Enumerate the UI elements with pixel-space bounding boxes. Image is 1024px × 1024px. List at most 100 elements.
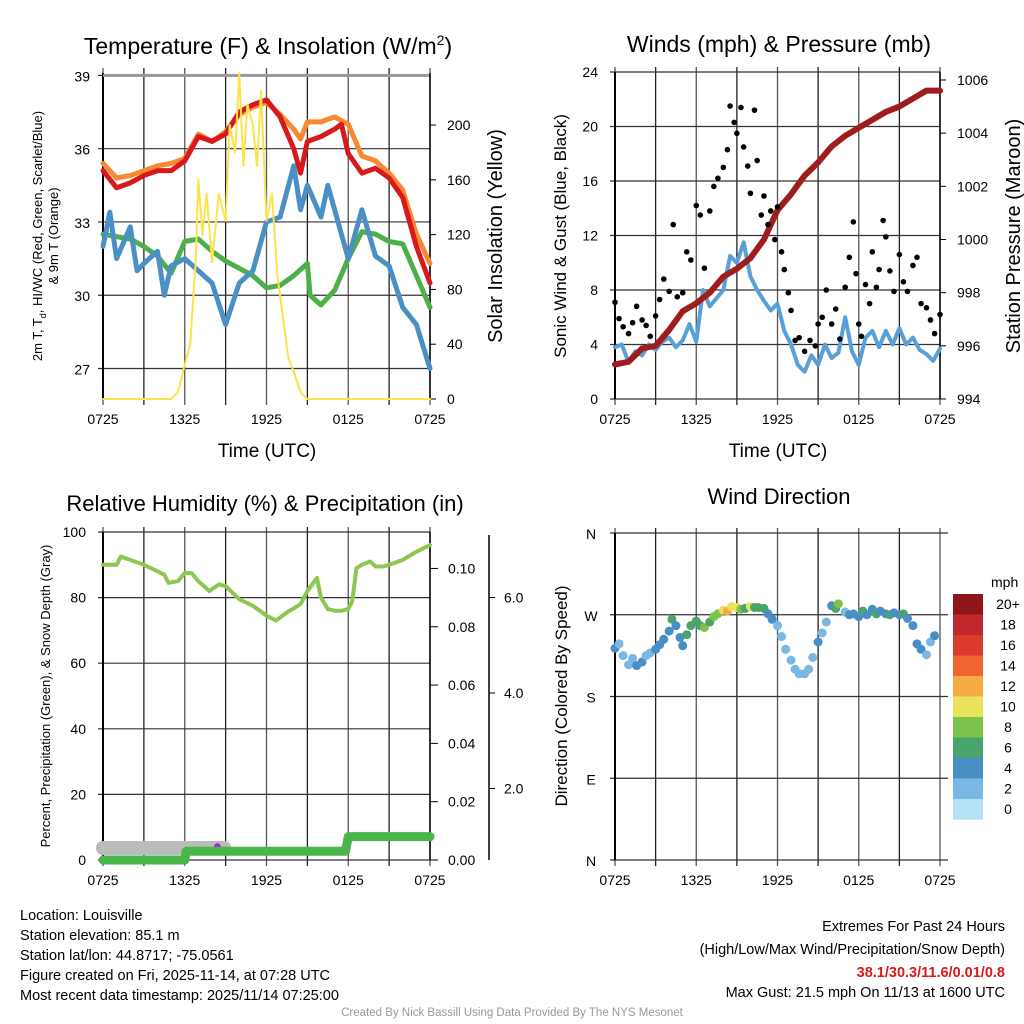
y2-tick-label: 40 <box>447 336 463 352</box>
colorbar-label: 14 <box>1000 658 1016 674</box>
y2-tick-label: 998 <box>957 285 981 301</box>
colorbar-label: 10 <box>1000 699 1016 715</box>
colorbar-swatch <box>953 717 983 738</box>
y-tick-label: 39 <box>74 68 90 84</box>
gust-point <box>612 299 618 306</box>
y-tick-label: 33 <box>74 215 90 231</box>
credit: Created By Nick Bassill Using Data Provi… <box>341 1007 683 1019</box>
x-tick-label: 0725 <box>924 872 955 888</box>
gust-point <box>751 107 758 113</box>
y-tick-label: N <box>586 853 596 869</box>
y-tick-label: 0 <box>78 852 86 868</box>
y-tick-label: W <box>584 608 598 624</box>
colorbar-title: mph <box>991 574 1018 590</box>
direction-point <box>614 639 624 649</box>
y3-tick-label: 6.0 <box>504 590 524 606</box>
x-tick-label: 1925 <box>251 872 282 888</box>
y-axis-label-2: & 9m T (Orange) <box>46 187 61 284</box>
y2-tick-label: 0.02 <box>448 794 475 810</box>
gust-point <box>923 304 930 311</box>
gust-point <box>656 296 663 303</box>
chart-title: Temperature (F) & Insolation (W/m2) <box>84 32 452 59</box>
gust-point <box>823 287 830 293</box>
x-tick-label: 0125 <box>843 872 874 888</box>
gust-point <box>734 130 740 137</box>
title-sup: 2 <box>437 32 445 48</box>
gust-point <box>828 321 835 327</box>
gust-point <box>674 294 681 300</box>
gust-point <box>927 317 934 323</box>
y2-axis-label: Solar Insolation (Yellow) <box>485 129 507 343</box>
gust-point <box>896 251 903 258</box>
gust-point <box>660 276 667 282</box>
gust-point <box>788 307 794 314</box>
direction-point <box>773 621 782 631</box>
y-tick-label: N <box>586 526 596 542</box>
x-tick-label: 1325 <box>681 872 712 888</box>
colorbar-label: 20+ <box>996 596 1020 612</box>
y-tick-label: 60 <box>70 655 86 671</box>
y-tick-label: E <box>586 771 595 787</box>
gust-point <box>918 300 924 307</box>
ylabel-part: , HI/WC (Red, Green, Scarlet/Blue) <box>30 111 45 313</box>
colorbar-label: 6 <box>1004 740 1012 756</box>
x-tick-label: 1325 <box>681 411 712 427</box>
elevation: Station elevation: 85.1 m <box>20 928 180 944</box>
y-tick-label: 20 <box>582 119 598 135</box>
x-tick-label: 0125 <box>333 872 364 888</box>
gust-point <box>778 249 785 255</box>
colorbar-label: 8 <box>1004 719 1012 735</box>
gust-point <box>679 289 686 296</box>
chart-title: Relative Humidity (%) & Precipitation (i… <box>66 491 463 516</box>
gust-point <box>633 303 640 310</box>
x-tick-label: 1325 <box>169 411 200 427</box>
y2-tick-label: 0 <box>447 391 455 407</box>
figure-created: Figure created on Fri, 2025-11-14, at 07… <box>20 968 331 984</box>
y2-tick-label: 0.10 <box>448 560 475 576</box>
gust-point <box>876 266 882 273</box>
y-axis-label: Sonic Wind & Gust (Blue, Black) <box>551 114 570 358</box>
gust-point <box>850 219 857 225</box>
gust-point <box>765 221 771 228</box>
colorbar-swatch <box>953 758 983 779</box>
direction-point <box>903 613 912 623</box>
extremes-title: Extremes For Past 24 Hours <box>822 919 1005 935</box>
gust-point <box>815 321 821 327</box>
gust-point <box>792 337 798 344</box>
direction-point <box>675 632 685 642</box>
gust-point <box>754 157 760 164</box>
gust-point <box>767 208 774 214</box>
y-axis-label: Percent, Precipitation (Green), & Snow D… <box>38 545 53 848</box>
direction-point <box>618 651 628 661</box>
x-axis-label: Time (UTC) <box>218 441 317 462</box>
max-gust: Max Gust: 21.5 mph On 11/13 at 1600 UTC <box>725 985 1005 1001</box>
gust-point <box>887 268 893 274</box>
x-tick-label: 0725 <box>599 872 630 888</box>
direction-point <box>628 653 638 663</box>
gust-point <box>697 212 704 218</box>
x-tick-label: 0725 <box>87 872 118 888</box>
extremes-legend: (High/Low/Max Wind/Precipitation/Snow De… <box>699 942 1005 958</box>
gust-point <box>883 234 889 240</box>
gust-point <box>643 322 649 329</box>
x-tick-label: 1925 <box>762 872 793 888</box>
gust-point <box>744 163 751 169</box>
x-tick-label: 1925 <box>762 411 793 427</box>
gust-point <box>904 288 911 295</box>
direction-point <box>813 637 823 647</box>
title-close: ) <box>444 33 452 59</box>
y3-tick-label: 4.0 <box>504 685 524 701</box>
gust-point <box>666 288 672 295</box>
ylabel-sub: d <box>38 313 48 318</box>
gust-point <box>639 317 645 323</box>
colorbar-label: 2 <box>1004 781 1012 797</box>
y-tick-label: 80 <box>70 590 86 606</box>
gust-point <box>731 119 737 126</box>
chart-title: Wind Direction <box>707 484 850 509</box>
direction-point <box>808 652 818 662</box>
direction-point <box>767 614 777 624</box>
recent-timestamp: Most recent data timestamp: 2025/11/14 0… <box>20 988 339 1004</box>
gust-point <box>869 249 876 255</box>
direction-point <box>817 628 827 638</box>
y2-tick-label: 160 <box>447 172 471 188</box>
